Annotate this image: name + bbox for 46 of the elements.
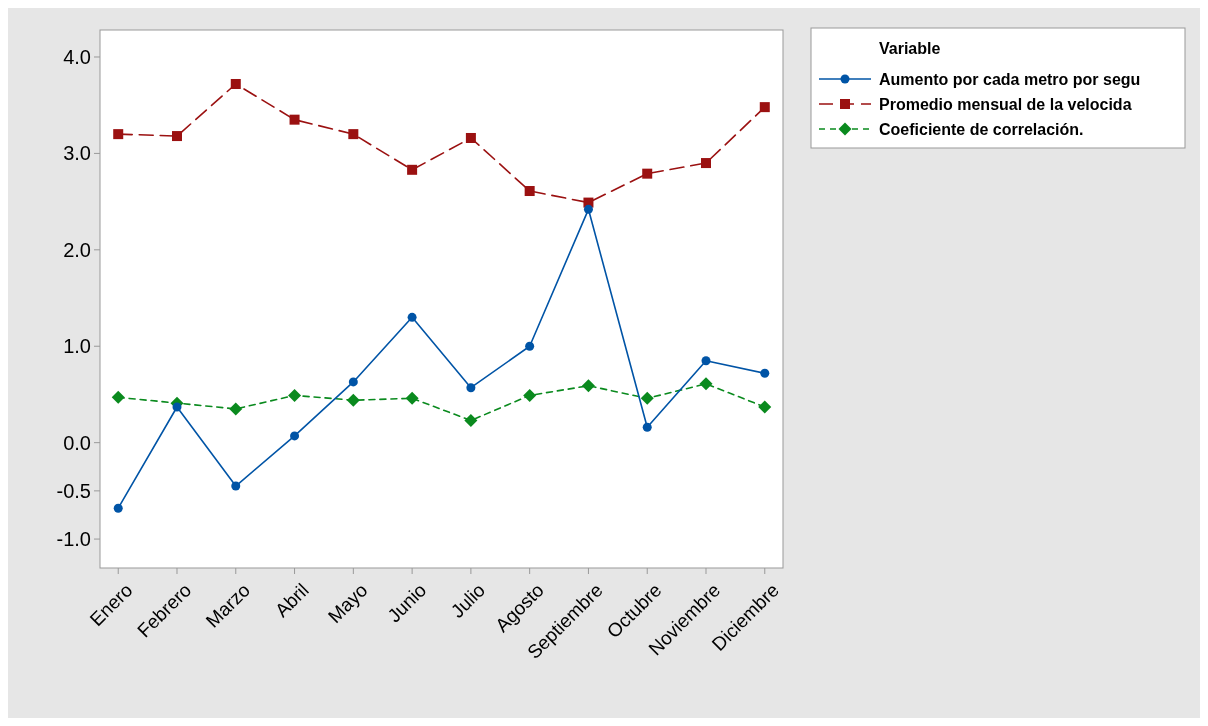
point	[524, 186, 535, 197]
point	[466, 383, 476, 393]
point	[231, 481, 241, 491]
point	[759, 102, 770, 113]
point	[113, 503, 123, 513]
point	[113, 129, 124, 140]
point	[172, 131, 182, 142]
legend-label: Promedio mensual de la velocida	[879, 95, 1132, 113]
point	[288, 388, 302, 402]
y-tick-label: 1.0	[63, 335, 91, 358]
point	[229, 402, 243, 416]
legend-title: Variable	[879, 40, 941, 57]
point	[346, 393, 360, 407]
point	[407, 312, 417, 322]
y-tick-label: -0.5	[56, 479, 91, 502]
y-tick-label: 4.0	[63, 46, 91, 68]
point	[523, 388, 537, 402]
point	[289, 114, 300, 125]
point	[640, 391, 654, 405]
point	[699, 377, 713, 391]
y-tick-label: 3.0	[63, 142, 91, 165]
point	[758, 400, 772, 414]
x-tick-label: Julio	[446, 579, 490, 622]
legend-label: Aumento por cada metro por segu	[879, 70, 1141, 88]
point	[701, 158, 711, 169]
point	[230, 78, 241, 89]
point	[290, 431, 300, 441]
legend-label: Coeficiente de correlación.	[879, 120, 1084, 138]
point	[348, 129, 359, 140]
point	[701, 356, 711, 366]
point	[581, 379, 595, 393]
point	[525, 341, 535, 351]
point	[760, 368, 770, 378]
point	[405, 391, 419, 405]
y-tick-label: -1.0	[56, 528, 91, 551]
point	[465, 132, 476, 143]
point	[464, 413, 478, 427]
point	[348, 377, 358, 387]
point	[642, 422, 652, 432]
point	[111, 390, 125, 404]
y-tick-label: 0.0	[63, 431, 91, 454]
point	[583, 204, 593, 214]
point	[642, 168, 653, 179]
y-tick-label: 2.0	[63, 238, 91, 261]
point	[407, 164, 418, 175]
point	[172, 402, 182, 412]
